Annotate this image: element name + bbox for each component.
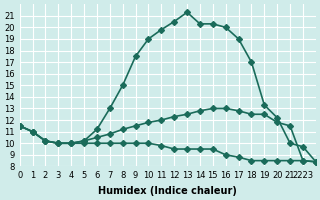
X-axis label: Humidex (Indice chaleur): Humidex (Indice chaleur) [98,186,237,196]
